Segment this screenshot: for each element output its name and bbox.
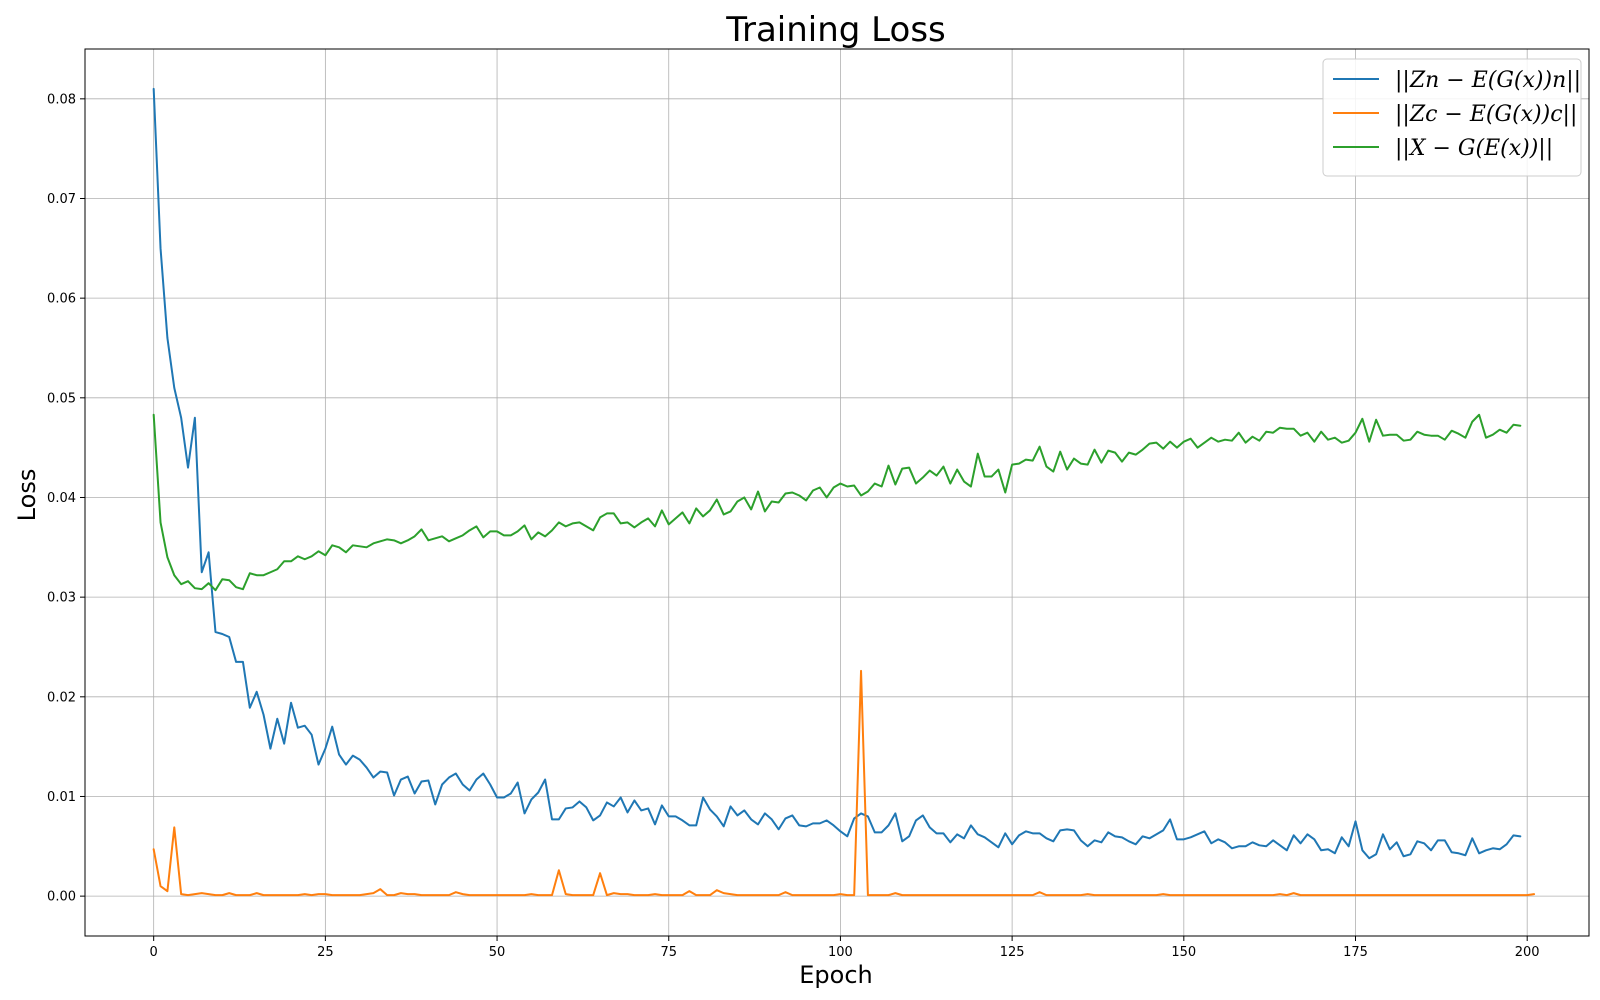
x-tick-label: 75 [660,945,677,960]
legend-label-0: ||Zn − E(G(x))n|| [1395,68,1581,93]
y-tick-label: 0.08 [47,92,76,107]
series-lines [152,87,1536,897]
x-tick-label: 50 [489,945,506,960]
y-axis-title: Loss [13,469,41,522]
x-tick-label: 125 [1000,945,1025,960]
legend-label-2: ||X − G(E(x))|| [1395,136,1553,161]
y-tick-label: 0.05 [47,391,76,406]
y-tick-label: 0.06 [47,292,76,307]
x-tick-label: 0 [150,945,158,960]
series-line-0 [152,87,1522,860]
y-tick-label: 0.04 [47,491,76,506]
x-axis-title: Epoch [799,961,873,989]
series-line-2 [152,413,1522,592]
x-tick-label: 100 [828,945,853,960]
plot-frame [84,48,1590,937]
x-tick-label: 150 [1171,945,1196,960]
y-tick-label: 0.02 [47,690,76,705]
x-tick-label: 200 [1515,945,1540,960]
grid [85,49,1589,936]
x-tick-label: 25 [317,945,334,960]
legend-box [1322,58,1582,177]
chart-title: Training Loss [725,10,946,50]
series-line-1 [152,669,1536,897]
y-tick-label: 0.07 [47,192,76,207]
axis-ticks: 0 25 50 75 100 125 150 175 200 0.00 0.01 0.02 0.03 0.… [47,92,1540,960]
y-tick-label: 0.01 [47,790,76,805]
legend: ||Zn − E(G(x))n|| ||Zc − E(G(x))c|| ||X − … [1322,58,1582,177]
legend-label-1: ||Zc − E(G(x))c|| [1395,102,1577,127]
x-tick-label: 175 [1343,945,1368,960]
y-tick-label: 0.00 [47,890,76,905]
y-tick-label: 0.03 [47,591,76,606]
